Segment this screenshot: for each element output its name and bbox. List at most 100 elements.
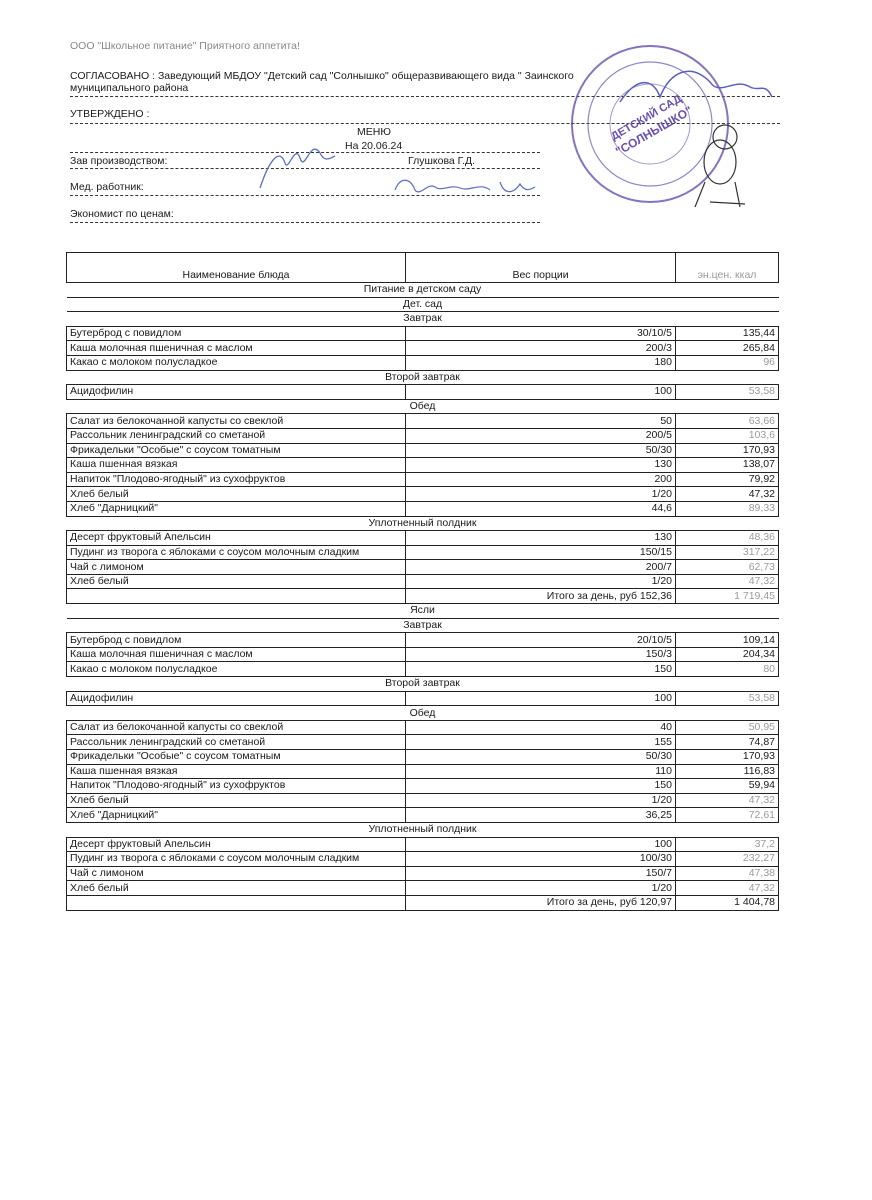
portion-weight: 200 [405,471,676,488]
dish-name: Напиток "Плодово-ягодный" из сухофруктов [66,778,406,794]
energy-value: 1 719,45 [675,588,779,605]
portion-weight: 150/15 [405,544,676,561]
dish-name: Бутерброд с повидлом [66,632,406,648]
energy-value: 116,83 [675,763,779,780]
portion-weight: 110 [405,763,676,780]
divider [70,168,540,169]
dish-name: Ацидофилин [66,384,406,400]
section-row: Уплотненный полдник [66,515,779,532]
total-row: Итого за день, руб 152,36 1 719,45 [66,588,779,605]
column-header-kcal: эн.цен. ккал [675,252,779,283]
section-row: Второй завтрак [66,676,779,692]
energy-value: 47,38 [675,865,779,882]
portion-weight: 1/20 [405,573,676,590]
table-header-row: Наименование блюда Вес порции эн.цен. кк… [66,252,779,283]
table-row: Салат из белокочанной капусты со свеклой… [66,719,779,736]
table-row: Какао с молоком полусладкое 180 96 [66,354,779,371]
energy-value: 47,32 [675,792,779,809]
portion-weight: 155 [405,734,676,750]
mascot-icon [694,124,746,208]
portion-weight: 200/5 [405,427,676,444]
portion-weight: 100 [405,384,676,400]
section-title: Питание в детском саду [66,282,779,298]
table-row: Фрикадельки "Особые" с соусом томатным 50… [66,749,779,765]
table-row: Хлеб "Дарницкий" 44,6 89,33 [66,500,779,517]
signature-medic [394,179,536,193]
dish-name: Хлеб "Дарницкий" [66,500,406,517]
portion-weight: 150 [405,778,676,794]
table-row: Чай с лимоном 150/7 47,38 [66,865,779,882]
table-row: Каша молочная пшеничная с маслом 150/3 204… [66,646,779,663]
portion-weight: 200/3 [405,340,676,356]
agreed-line: СОГЛАСОВАНО : Заведующий МБДОУ "Детский … [70,70,574,82]
energy-value: 96 [675,354,779,371]
table-row: Салат из белокочанной капусты со свеклой… [66,413,779,429]
economist-label: Экономист по ценам: [70,208,174,220]
total-row: Итого за день, руб 120,97 1 404,78 [66,894,779,911]
energy-value: 109,14 [675,632,779,648]
divider [70,123,780,124]
section-title: Уплотненный полдник [66,515,779,532]
table-row: Ацидофилин 100 53,58 [66,384,779,400]
company-line: ООО "Школьное питание" Приятного аппетит… [70,40,300,52]
section-row: Завтрак [66,617,779,634]
energy-value: 204,34 [675,646,779,663]
energy-value: 50,95 [675,719,779,736]
menu-table: Наименование блюда Вес порции эн.цен. кк… [66,252,779,911]
approved-label: УТВЕРЖДЕНО : [70,108,150,120]
portion-weight: 100 [405,836,676,853]
energy-value: 80 [675,661,779,678]
divider [70,96,780,97]
table-row: Бутерброд с повидлом 20/10/5 109,14 [66,632,779,648]
section-title: Второй завтрак [66,676,779,692]
energy-value: 170,93 [675,749,779,765]
dish-name: Десерт фруктовый Апельсин [66,530,406,546]
dish-name: Пудинг из творога с яблоками с соусом мо… [66,544,406,561]
portion-weight: 36,25 [405,807,676,823]
organization-stamp: ДЕТСКИЙ САД "СОЛНЫШКО" [571,45,773,208]
dish-name: Какао с молоком полусладкое [66,661,406,678]
production-name: Глушкова Г.Д. [408,155,476,167]
portion-weight: 100/30 [405,851,676,867]
table-row: Пудинг из творога с яблоками с соусом мо… [66,851,779,867]
portion-weight: 50 [405,413,676,429]
portion-weight: 150/3 [405,646,676,663]
energy-value: 265,84 [675,340,779,356]
table-row: Фрикадельки "Особые" с соусом томатным 50… [66,442,779,459]
energy-value: 53,58 [675,690,779,707]
dish-name: Чай с лимоном [66,865,406,882]
table-row: Хлеб белый 1/20 47,32 [66,880,779,896]
dish-name: Хлеб белый [66,792,406,809]
section-title: Ясли [66,603,779,619]
portion-weight: 100 [405,690,676,707]
section-row: Второй завтрак [66,369,779,386]
table-row: Хлеб белый 1/20 47,32 [66,486,779,502]
portion-weight: 20/10/5 [405,632,676,648]
dish-name: Хлеб белый [66,486,406,502]
dish-name: Ацидофилин [66,690,406,707]
dish-name: Каша пшенная вязкая [66,763,406,780]
dish-name: Какао с молоком полусладкое [66,354,406,371]
portion-weight: 180 [405,354,676,371]
section-row: Обед [66,398,779,415]
divider [70,195,540,196]
table-row: Напиток "Плодово-ягодный" из сухофруктов… [66,778,779,794]
portion-weight: 200/7 [405,559,676,575]
table-row: Рассольник ленинградский со сметаной 200/… [66,427,779,444]
energy-value: 59,94 [675,778,779,794]
section-title: Завтрак [66,617,779,634]
dish-name: Каша молочная пшеничная с маслом [66,646,406,663]
energy-value: 170,93 [675,442,779,459]
table-row: Хлеб белый 1/20 47,32 [66,573,779,590]
section-row: Питание в детском саду [66,282,779,298]
dish-name [66,588,406,605]
dish-name: Напиток "Плодово-ягодный" из сухофруктов [66,471,406,488]
portion-weight: Итого за день, руб 120,97 [405,894,676,911]
column-header-dish: Наименование блюда [66,252,406,283]
section-row: Обед [66,705,779,721]
portion-weight: 40 [405,719,676,736]
table-row: Каша пшенная вязкая 110 116,83 [66,763,779,780]
portion-weight: 1/20 [405,486,676,502]
table-row: Напиток "Плодово-ягодный" из сухофруктов… [66,471,779,488]
section-title: Дет. сад [66,296,779,313]
